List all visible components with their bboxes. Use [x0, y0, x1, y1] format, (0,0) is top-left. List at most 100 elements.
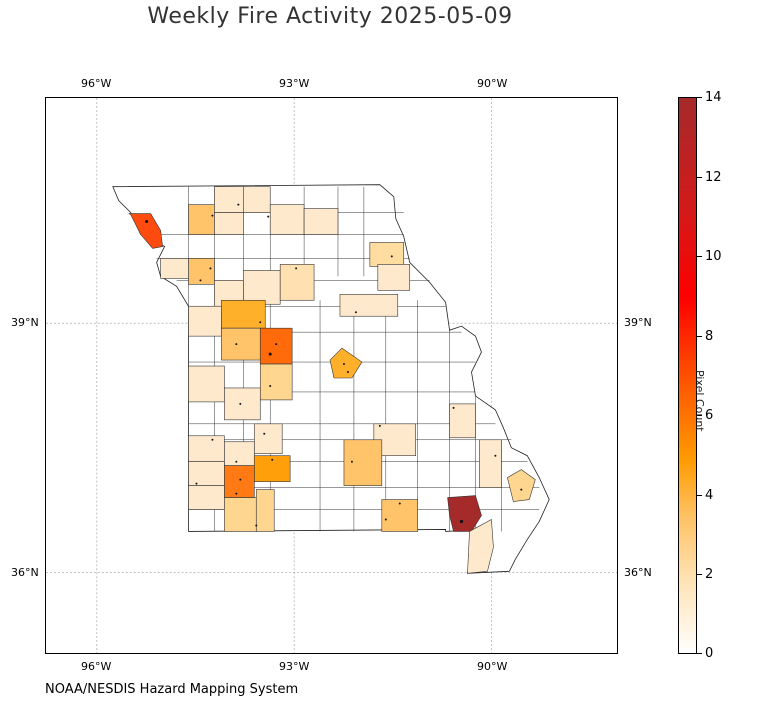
county-fire-d	[243, 186, 271, 213]
county-fire-aa	[224, 441, 255, 466]
lon-label-bottom-90w: 90°W	[477, 660, 508, 673]
fire-point	[209, 267, 212, 270]
fire-point	[269, 384, 272, 387]
county-fire-e	[269, 204, 305, 235]
fire-point	[295, 267, 298, 270]
fire-point	[239, 402, 242, 405]
fire-point	[211, 214, 214, 217]
fire-point	[350, 460, 353, 463]
county-fire-m	[377, 264, 411, 291]
colorbar-label-14: 14	[705, 90, 722, 105]
county-fire-f	[303, 208, 339, 235]
county-fire-y	[449, 403, 476, 439]
lon-label-bottom-93w: 93°W	[279, 660, 310, 673]
county-fire-s	[259, 363, 293, 401]
fire-point	[384, 518, 387, 521]
colorbar-label-0: 0	[705, 646, 714, 661]
fire-point	[390, 255, 393, 258]
fire-point	[268, 352, 272, 356]
county-fire-g	[369, 242, 405, 267]
map-panel	[45, 97, 618, 654]
fire-point	[235, 460, 238, 463]
fire-point	[267, 215, 270, 218]
source-credit: NOAA/NESDIS Hazard Mapping System	[45, 682, 299, 697]
county-fire-j	[243, 270, 281, 305]
colorbar-tick	[697, 256, 702, 257]
county-fire-ah	[255, 489, 275, 532]
county-fire-n	[339, 293, 399, 317]
colorbar-tick	[697, 415, 702, 416]
fire-detections	[145, 203, 523, 527]
county-fire-a	[188, 204, 215, 235]
lon-label-top-96w: 96°W	[81, 77, 112, 90]
colorbar-label-4: 4	[705, 488, 714, 503]
lat-label-right-39n: 39°N	[624, 316, 652, 329]
county-fire-p	[221, 299, 266, 329]
county-fire-c	[214, 212, 244, 235]
county-fire-aj	[479, 439, 502, 488]
county-fire-t	[329, 347, 363, 379]
fire-point	[459, 519, 464, 524]
fire-point	[145, 220, 149, 224]
colorbar-label-8: 8	[705, 329, 714, 344]
fire-point	[378, 424, 381, 427]
county-fire-ai	[381, 499, 418, 532]
county-fire-o	[188, 305, 222, 337]
colorbar-label-2: 2	[705, 567, 714, 582]
fire-point	[211, 438, 214, 441]
county-fire-ak	[507, 469, 536, 502]
county-fire-ae	[224, 465, 255, 498]
fire-point	[520, 488, 523, 491]
fire-counties	[128, 186, 536, 574]
county-fire-v	[224, 387, 261, 421]
fire-point	[263, 432, 266, 435]
county-fire-ad	[188, 461, 225, 486]
fire-point	[239, 478, 242, 481]
colorbar-label-6: 6	[705, 408, 714, 423]
fire-point	[199, 279, 202, 282]
county-fire-u	[188, 365, 225, 403]
fire-point	[271, 458, 274, 461]
colorbar-tick	[697, 653, 702, 654]
county-fire-z	[188, 435, 225, 462]
colorbar-tick	[697, 97, 702, 98]
lon-label-top-93w: 93°W	[279, 77, 310, 90]
fire-point	[398, 502, 401, 505]
map-title: Weekly Fire Activity 2025-05-09	[147, 4, 513, 29]
colorbar	[678, 97, 697, 654]
lon-label-top-90w: 90°W	[477, 77, 508, 90]
colorbar-label-12: 12	[705, 170, 722, 185]
colorbar-tick	[697, 495, 702, 496]
colorbar-title: Pixel Count	[693, 370, 706, 432]
fire-point	[255, 524, 258, 527]
lon-label-bottom-96w: 96°W	[81, 660, 112, 673]
fire-point	[259, 321, 262, 324]
fire-point	[494, 454, 497, 457]
county-fire-q	[221, 327, 261, 361]
fire-point	[235, 343, 238, 346]
fire-point	[452, 406, 455, 409]
missouri-county-map	[46, 98, 617, 653]
colorbar-tick	[697, 574, 702, 575]
lat-label-left-36n: 36°N	[11, 566, 39, 579]
county-fire-af	[188, 485, 225, 510]
colorbar-tick	[697, 177, 702, 178]
county-fire-ag	[224, 497, 257, 532]
county-fire-i	[160, 258, 189, 279]
lat-label-right-36n: 36°N	[624, 566, 652, 579]
county-fire-h	[188, 258, 215, 285]
fire-point	[237, 203, 240, 206]
fire-point	[195, 482, 198, 485]
state-outline	[112, 184, 550, 574]
county-fire-b	[214, 186, 244, 213]
fire-point	[342, 363, 345, 366]
fire-point	[275, 343, 278, 346]
colorbar-label-10: 10	[705, 249, 722, 264]
fire-point	[346, 371, 349, 374]
county-fire-w	[253, 423, 283, 455]
county-fire-ac	[343, 439, 383, 486]
fire-point	[235, 492, 238, 495]
county-atchison-fire	[128, 213, 163, 249]
county-fire-l	[279, 264, 315, 301]
county-fire-r	[259, 327, 293, 365]
